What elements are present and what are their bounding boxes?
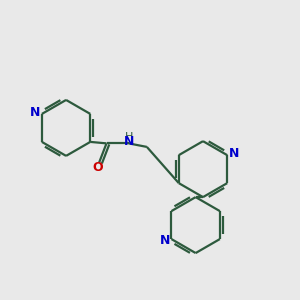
- Text: N: N: [123, 135, 134, 148]
- Text: N: N: [30, 106, 40, 119]
- Text: N: N: [160, 234, 170, 247]
- Text: H: H: [124, 132, 133, 142]
- Text: O: O: [92, 161, 103, 174]
- Text: N: N: [229, 147, 239, 160]
